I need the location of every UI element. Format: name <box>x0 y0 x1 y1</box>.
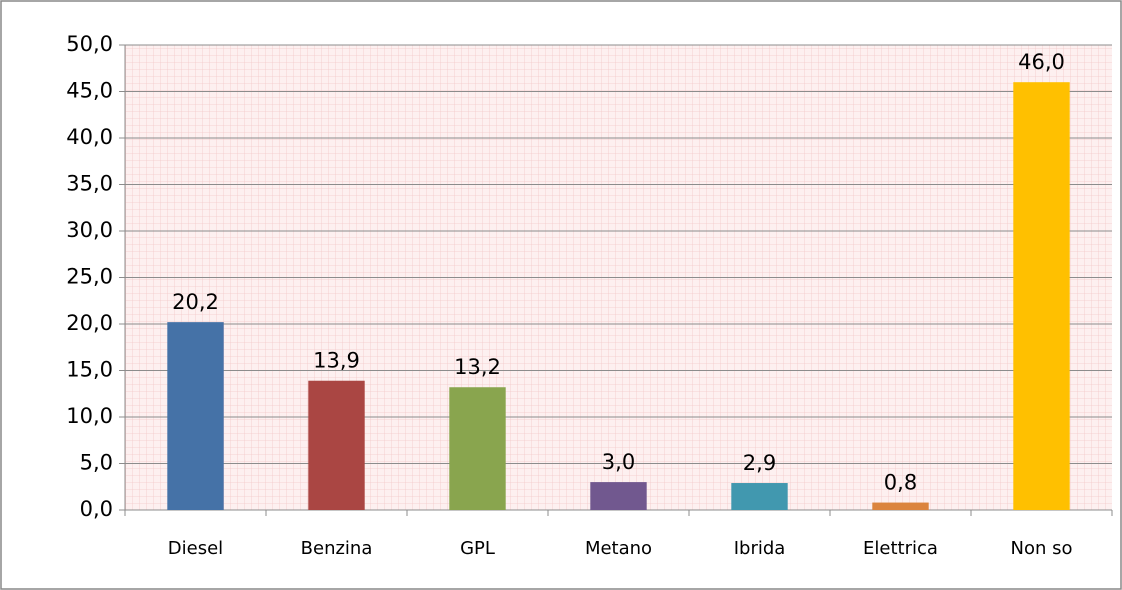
x-tick-label: Benzina <box>301 538 373 559</box>
value-label: 3,0 <box>602 450 635 474</box>
x-tick-label: Elettrica <box>863 538 938 559</box>
y-tick-label: 50,0 <box>66 32 113 56</box>
y-tick-label: 45,0 <box>66 79 113 103</box>
x-tick-label: Non so <box>1011 538 1073 559</box>
value-label: 46,0 <box>1018 50 1065 74</box>
bar <box>1013 82 1070 510</box>
y-tick-label: 15,0 <box>66 358 113 382</box>
y-tick-label: 40,0 <box>66 125 113 149</box>
value-label: 2,9 <box>743 451 776 475</box>
y-tick-label: 0,0 <box>80 497 113 521</box>
bar <box>872 502 929 510</box>
x-tick-label: Metano <box>585 538 652 559</box>
value-label: 13,2 <box>454 355 501 379</box>
y-tick-label: 20,0 <box>66 311 113 335</box>
value-label: 20,2 <box>172 290 219 314</box>
x-tick-label: GPL <box>460 538 495 559</box>
bar <box>167 322 224 510</box>
bar <box>731 483 788 510</box>
y-tick-label: 25,0 <box>66 265 113 289</box>
x-tick-label: Ibrida <box>734 538 786 559</box>
value-label: 0,8 <box>884 471 917 495</box>
value-label: 13,9 <box>313 349 360 373</box>
y-tick-label: 10,0 <box>66 404 113 428</box>
bar <box>590 482 647 510</box>
bar <box>308 380 365 510</box>
y-tick-label: 35,0 <box>66 172 113 196</box>
y-tick-label: 5,0 <box>80 451 113 475</box>
bar <box>449 387 506 510</box>
x-tick-label: Diesel <box>168 538 223 559</box>
y-tick-label: 30,0 <box>66 218 113 242</box>
